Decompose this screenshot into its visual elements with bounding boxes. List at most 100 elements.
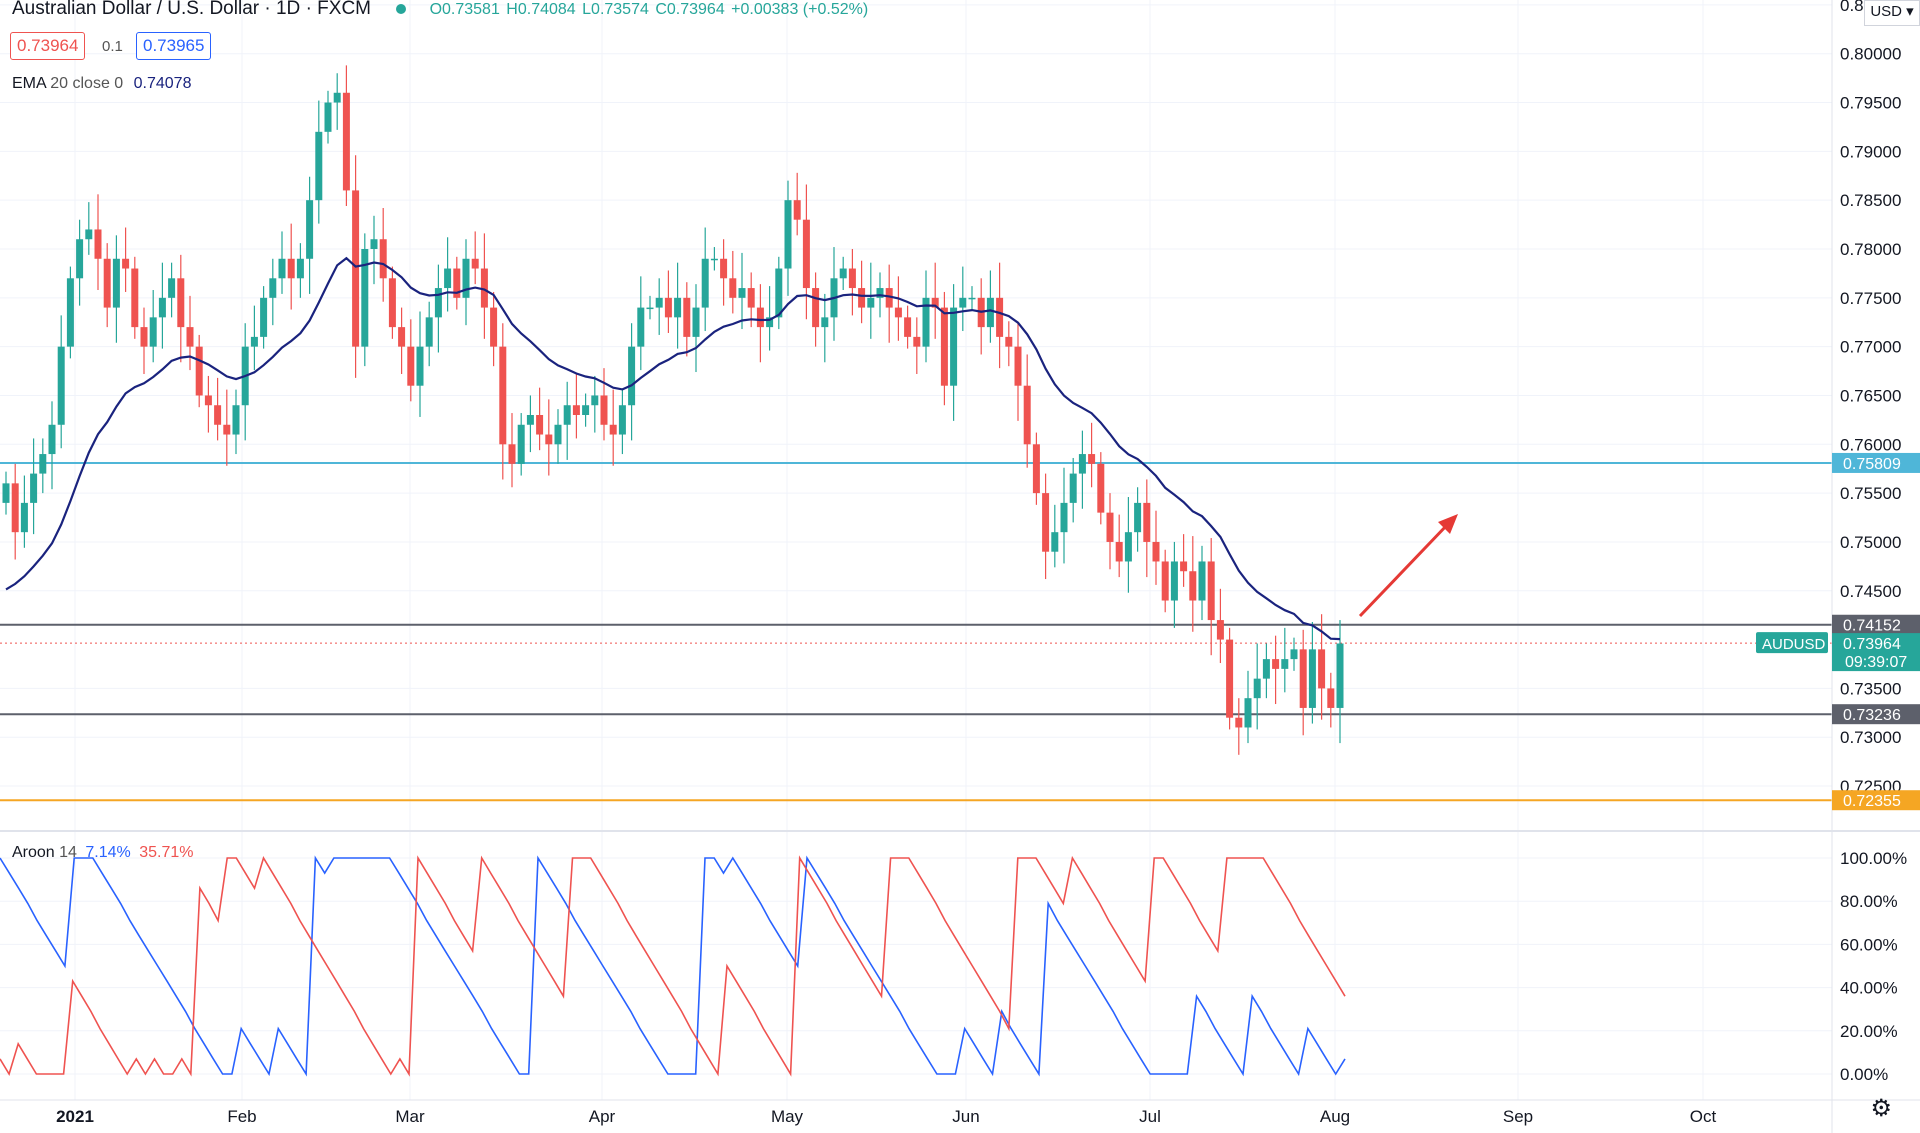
settings-gear-icon[interactable]: ⚙: [1870, 1095, 1892, 1122]
candle-body: [683, 297, 691, 337]
candle-body: [618, 405, 626, 435]
candle-body: [407, 346, 415, 386]
candle-body: [1336, 643, 1344, 708]
candle-body: [1318, 649, 1326, 689]
candle-body: [1023, 385, 1031, 445]
candle-body: [572, 405, 580, 415]
candle-body: [1226, 639, 1234, 718]
aroon-up-value: 7.14%: [85, 844, 131, 861]
candle-body: [1235, 717, 1243, 728]
candle-body: [30, 473, 38, 503]
aroon-down-value: 35.71%: [139, 844, 194, 861]
candle-body: [214, 405, 222, 425]
candle-body: [361, 249, 369, 347]
candle-body: [812, 288, 820, 328]
candle-body: [582, 405, 590, 415]
candle-body: [57, 346, 65, 425]
price-tag: [1832, 790, 1920, 811]
candle-body: [425, 317, 433, 347]
candle-body: [1069, 473, 1077, 503]
candle-body: [894, 307, 902, 318]
candle-body: [766, 317, 774, 328]
candle-body: [444, 268, 452, 289]
candle-body: [940, 307, 948, 386]
candle-body: [232, 405, 240, 435]
price-tick-label: 0.73500: [1840, 679, 1901, 698]
candle-body: [1078, 454, 1086, 474]
candle-body: [1042, 493, 1050, 552]
aroon-tick-label: 20.00%: [1840, 1022, 1898, 1041]
candle-body: [793, 200, 801, 220]
ohlc-open: O0.73581: [429, 1, 500, 18]
candle-body: [1005, 336, 1013, 347]
candle-body: [628, 346, 636, 406]
candle-body: [315, 131, 323, 201]
spread-value: 0.1: [102, 38, 123, 55]
candle-body: [296, 258, 304, 279]
candle-body: [480, 268, 488, 308]
candle-body: [204, 395, 212, 406]
candle-body: [85, 229, 93, 240]
aroon-legend[interactable]: Aroon 14 7.14% 35.71%: [12, 844, 194, 862]
candle-body: [554, 424, 562, 445]
candle-body: [1272, 659, 1280, 669]
currency-selector[interactable]: USD ▾: [1864, 0, 1920, 26]
candle-body: [1281, 659, 1289, 669]
ema-legend[interactable]: EMA 20 close 0 0.74078: [12, 75, 191, 93]
candle-body: [904, 317, 912, 337]
candle-body: [2, 483, 10, 503]
candle-body: [352, 190, 360, 347]
candle-body: [223, 424, 231, 435]
candle-body: [131, 268, 139, 328]
aroon-down-line: [0, 855, 1346, 1077]
time-tick-label: Jun: [952, 1107, 979, 1126]
interval-label[interactable]: 1D: [275, 0, 301, 19]
aroon-tick-label: 80.00%: [1840, 892, 1898, 911]
buy-button[interactable]: 0.73965: [136, 32, 212, 60]
candle-body: [398, 327, 406, 347]
candle-body: [968, 297, 976, 300]
candle-body: [490, 307, 498, 347]
price-tick-label: 0.78000: [1840, 240, 1901, 259]
candle-body: [177, 278, 185, 328]
candle-body: [747, 288, 755, 308]
ohlc-close: C0.73964: [655, 1, 725, 18]
candle-body: [848, 268, 856, 289]
price-tag: [1832, 633, 1920, 672]
time-tick-label: Oct: [1690, 1107, 1717, 1126]
candle-body: [416, 346, 424, 386]
candle-body: [609, 424, 617, 435]
candle-body: [858, 288, 866, 308]
exchange-label: FXCM: [317, 0, 371, 19]
candle-body: [600, 395, 608, 425]
price-tick-label: 0.79500: [1840, 94, 1901, 113]
candle-body: [821, 317, 829, 328]
aroon-tick-label: 100.00%: [1840, 849, 1907, 868]
symbol-title[interactable]: Australian Dollar / U.S. Dollar: [12, 0, 260, 19]
price-tag: [1832, 704, 1920, 725]
time-tick-label: Apr: [589, 1107, 616, 1126]
candle-body: [168, 278, 176, 298]
candle-body: [195, 346, 203, 396]
candle-body: [802, 219, 810, 289]
candle-body: [1106, 512, 1114, 542]
aroon-label: Aroon: [12, 844, 55, 861]
price-tick-label: 0.76500: [1840, 386, 1901, 405]
candle-body: [462, 258, 470, 298]
candle-body: [1308, 649, 1316, 708]
price-tick-label: 0.79000: [1840, 142, 1901, 161]
countdown-label: 09:39:07: [1845, 654, 1907, 671]
candle-body: [122, 258, 130, 269]
candle-body: [1198, 561, 1206, 601]
candle-body: [287, 258, 295, 279]
sell-button[interactable]: 0.73964: [10, 32, 86, 60]
time-tick-label: Sep: [1503, 1107, 1533, 1126]
candle-body: [655, 297, 663, 308]
candle-body: [1124, 532, 1132, 562]
candle-body: [1088, 454, 1096, 464]
price-tag: [1832, 452, 1920, 473]
candle-body: [885, 288, 893, 308]
aroon-tick-label: 60.00%: [1840, 935, 1898, 954]
candle-body: [434, 288, 442, 318]
